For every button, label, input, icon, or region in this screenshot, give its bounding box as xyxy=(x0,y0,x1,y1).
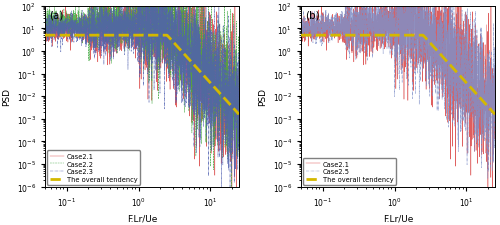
Line: The overall tendency: The overall tendency xyxy=(45,36,239,115)
Text: (a): (a) xyxy=(49,10,64,20)
Case2.1 xyxy=(52,30,58,33)
Case2.1 xyxy=(42,25,48,27)
The overall tendency xyxy=(439,55,445,58)
Case2.5 xyxy=(486,79,492,82)
Case2.1 xyxy=(194,49,200,52)
X-axis label: F.Lr/Ue: F.Lr/Ue xyxy=(127,214,157,223)
The overall tendency xyxy=(492,113,498,116)
Case2.1 xyxy=(387,25,393,28)
Case2.5 xyxy=(485,177,491,180)
Line: Case2.1: Case2.1 xyxy=(301,0,495,206)
Case2.3 xyxy=(230,99,236,101)
Case2.2 xyxy=(230,129,236,132)
Line: Case2.5: Case2.5 xyxy=(301,0,495,179)
Case2.2 xyxy=(136,24,142,26)
Case2.1 xyxy=(486,116,492,119)
Line: Case2.3: Case2.3 xyxy=(45,0,239,192)
The overall tendency xyxy=(375,35,381,37)
Y-axis label: PSD: PSD xyxy=(2,88,11,106)
Case2.3 xyxy=(236,61,242,63)
The overall tendency xyxy=(42,35,48,37)
Case2.5 xyxy=(492,74,498,77)
Case2.3 xyxy=(218,190,224,193)
The overall tendency xyxy=(66,35,71,37)
Legend: Case2.1, Case2.5, The overall tendency: Case2.1, Case2.5, The overall tendency xyxy=(303,158,396,185)
Case2.1 xyxy=(486,94,492,96)
Case2.5 xyxy=(298,25,304,28)
Case2.2 xyxy=(52,20,58,22)
The overall tendency xyxy=(420,35,426,37)
Case2.2 xyxy=(194,28,200,31)
The overall tendency xyxy=(322,35,328,37)
Case2.5 xyxy=(392,28,398,30)
Case2.3 xyxy=(131,5,137,8)
Case2.1 xyxy=(490,205,496,208)
Case2.1 xyxy=(233,205,239,208)
Case2.1 xyxy=(136,7,142,10)
The overall tendency xyxy=(164,35,170,37)
Case2.1 xyxy=(298,25,304,27)
The overall tendency xyxy=(438,54,444,57)
Case2.1 xyxy=(451,49,457,52)
Case2.2 xyxy=(131,25,137,27)
Case2.1 xyxy=(392,7,398,10)
Line: The overall tendency: The overall tendency xyxy=(301,36,495,115)
The overall tendency xyxy=(105,35,111,37)
Case2.1 xyxy=(236,134,242,137)
Case2.1 xyxy=(230,94,236,96)
X-axis label: F.Lr/Ue: F.Lr/Ue xyxy=(383,214,413,223)
Case2.5 xyxy=(308,34,314,36)
Case2.1 xyxy=(230,116,236,119)
Line: Case2.1: Case2.1 xyxy=(45,0,239,206)
Legend: Case2.1, Case2.2, Case2.3, The overall tendency: Case2.1, Case2.2, Case2.3, The overall t… xyxy=(47,151,140,185)
The overall tendency xyxy=(361,35,367,37)
Line: Case2.2: Case2.2 xyxy=(45,0,239,197)
Case2.5 xyxy=(486,129,492,132)
The overall tendency xyxy=(236,113,242,116)
Text: (b): (b) xyxy=(305,10,320,20)
The overall tendency xyxy=(298,35,304,37)
Case2.3 xyxy=(42,30,48,33)
Case2.3 xyxy=(52,29,58,31)
Case2.5 xyxy=(451,32,457,34)
The overall tendency xyxy=(183,55,189,58)
Case2.3 xyxy=(136,76,142,79)
Y-axis label: PSD: PSD xyxy=(258,88,267,106)
Case2.5 xyxy=(387,19,393,22)
Case2.1 xyxy=(131,25,137,28)
Case2.3 xyxy=(230,81,236,84)
The overall tendency xyxy=(119,35,125,37)
Case2.2 xyxy=(236,110,242,113)
The overall tendency xyxy=(182,54,188,57)
Case2.1 xyxy=(308,30,314,33)
Case2.3 xyxy=(195,61,201,64)
Case2.2 xyxy=(42,11,48,14)
Case2.2 xyxy=(230,83,236,85)
Case2.2 xyxy=(228,196,234,199)
Case2.1 xyxy=(492,134,498,137)
